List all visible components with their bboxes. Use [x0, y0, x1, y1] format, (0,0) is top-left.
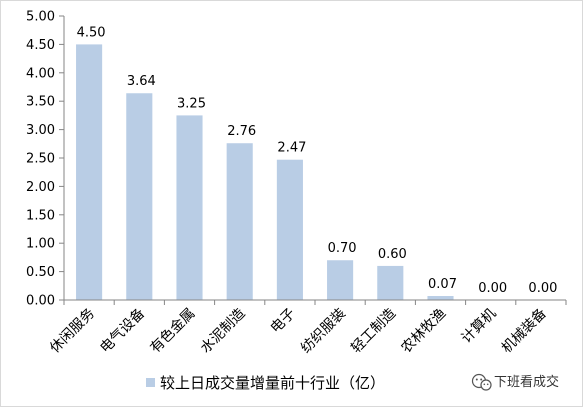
- bar: [176, 115, 203, 301]
- data-label: 4.50: [77, 25, 106, 40]
- x-tick-label: 机械装备: [498, 305, 550, 357]
- x-tick-label: 轻工制造: [348, 306, 399, 357]
- y-tick-label: 1.50: [26, 208, 55, 223]
- bar: [276, 159, 303, 300]
- y-tick-label: 2.50: [26, 152, 55, 167]
- x-axis: 休闲服务 电气设备 有色金属 水泥制造 电子 纺织服装 轻工制造 农林牧渔 计算机 机械装备: [47, 299, 567, 357]
- y-tick-label: 4.00: [26, 66, 55, 81]
- legend: 较上日成交量增量前十行业（亿）: [146, 374, 385, 392]
- bars: [76, 44, 454, 301]
- wechat-icon: [471, 373, 492, 391]
- y-axis: 0.00 0.50 1.00 1.50 2.00 2.50 3.00 3.50 4.00 4.50…: [26, 10, 65, 309]
- data-label: 2.76: [227, 124, 256, 139]
- legend-label: 较上日成交量增量前十行业（亿）: [160, 374, 385, 392]
- x-tick-label: 电气设备: [97, 305, 149, 357]
- watermark-text: 下班看成交: [494, 374, 559, 390]
- y-tick-label: 5.00: [26, 10, 55, 25]
- bar: [327, 260, 354, 300]
- y-tick-label: 2.00: [26, 180, 55, 195]
- data-label: 0.70: [328, 241, 357, 256]
- bar: [76, 44, 103, 301]
- data-label: 0.60: [378, 247, 407, 262]
- data-label: 3.64: [127, 74, 156, 89]
- data-label: 0.07: [428, 277, 457, 292]
- x-tick-label: 有色金属: [147, 305, 199, 357]
- x-tick-label: 农林牧渔: [398, 306, 449, 357]
- data-label: 3.25: [177, 96, 206, 111]
- legend-swatch: [146, 378, 155, 387]
- x-tick-label: 计算机: [459, 306, 500, 347]
- y-tick-label: 3.50: [26, 95, 55, 110]
- watermark: 下班看成交: [471, 373, 559, 391]
- y-tick-label: 1.00: [26, 237, 55, 252]
- y-tick-label: 0.50: [26, 265, 55, 280]
- x-tick-label: 纺织服装: [298, 306, 349, 357]
- y-tick-label: 4.50: [26, 38, 55, 53]
- x-tick-label: 休闲服务: [47, 306, 98, 357]
- data-label: 0.00: [478, 281, 507, 296]
- data-labels: 4.50 3.64 3.25 2.76 2.47 0.70 0.60 0.07 0.00 0.00: [77, 25, 558, 296]
- bar: [377, 265, 404, 300]
- y-tick-label: 3.00: [26, 123, 55, 138]
- bar: [427, 296, 454, 300]
- data-label: 2.47: [277, 141, 306, 156]
- bar: [126, 93, 153, 300]
- x-tick-label: 水泥制造: [198, 306, 249, 357]
- y-tick-label: 0.00: [26, 294, 55, 309]
- data-label: 0.00: [528, 281, 557, 296]
- x-tick-label: 电子: [268, 306, 299, 337]
- bar: [226, 143, 253, 300]
